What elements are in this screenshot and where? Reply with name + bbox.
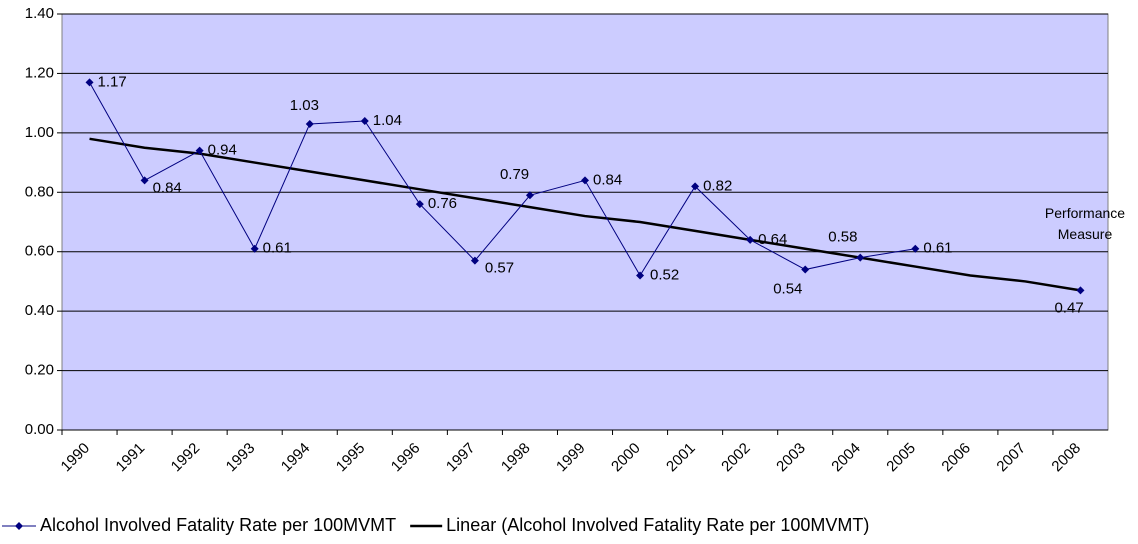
data-label: 0.47: [1054, 299, 1083, 316]
y-tick-label: 0.40: [25, 302, 54, 319]
point: [360, 116, 369, 125]
legend-marker: [15, 522, 23, 530]
data-label: 1.17: [98, 73, 127, 90]
y-tick-label: 1.40: [25, 5, 54, 22]
data-label: 0.94: [208, 142, 237, 159]
x-tick-label: 1998: [498, 440, 534, 476]
data-label: 0.84: [153, 179, 182, 196]
point: [415, 200, 424, 209]
data-label: 0.54: [773, 281, 802, 298]
point: [140, 176, 149, 185]
point: [85, 78, 94, 87]
legend-label: Linear (Alcohol Involved Fatality Rate p…: [446, 515, 869, 535]
point: [195, 146, 204, 155]
point: [581, 176, 589, 185]
x-tick-label: 2008: [1048, 440, 1084, 476]
series-line: [89, 137, 1081, 292]
x-tick-label: 1991: [113, 440, 149, 476]
x-tick-label: 2000: [608, 440, 644, 476]
x-tick-label: 1990: [58, 440, 94, 476]
y-tick-label: 0.20: [25, 362, 54, 379]
x-tick-label: 2001: [663, 440, 699, 476]
y-tick-label: 1.20: [25, 64, 54, 81]
point: [911, 244, 920, 253]
data-label: 0.61: [923, 240, 952, 257]
point: [250, 244, 259, 253]
point: [801, 265, 810, 274]
x-tick-label: 2002: [718, 440, 754, 476]
data-label: 1.04: [373, 112, 402, 129]
y-tick-label: 0.00: [25, 421, 54, 438]
point: [636, 271, 645, 280]
data-label: 0.64: [758, 231, 787, 248]
x-tick-label: 2006: [938, 440, 974, 476]
plot-area: [61, 13, 1109, 431]
x-tick-label: 1992: [168, 440, 204, 476]
legend-label: Alcohol Involved Fatality Rate per 100MV…: [40, 515, 396, 535]
x-tick-label: 2004: [828, 440, 864, 476]
point: [470, 256, 479, 265]
x-tick-label: 2003: [773, 440, 809, 476]
annotation: Performance Measure: [1044, 205, 1126, 242]
y-tick-label: 1.00: [25, 124, 54, 141]
data-label: 0.58: [828, 229, 857, 246]
x-tick-label: 1995: [333, 440, 369, 476]
point: [691, 182, 700, 191]
data-label: 0.82: [703, 177, 732, 194]
x-tick-label: 1999: [553, 440, 589, 476]
x-tick-label: 1994: [278, 440, 314, 476]
x-tick-label: 2005: [883, 440, 919, 476]
data-label: 0.61: [263, 240, 292, 257]
x-tick-label: 1996: [388, 440, 424, 476]
point: [1076, 286, 1085, 295]
data-label: 0.52: [650, 266, 679, 283]
data-label: 0.57: [485, 260, 514, 277]
point: [856, 253, 865, 262]
data-label: 0.79: [500, 166, 529, 183]
data-label: 0.84: [593, 171, 622, 188]
point: [305, 119, 314, 128]
data-label: 1.03: [290, 97, 319, 114]
x-tick-label: 1993: [223, 440, 259, 476]
data-label: 0.76: [428, 195, 457, 212]
y-tick-label: 0.60: [25, 243, 54, 260]
y-tick-label: 0.80: [25, 183, 54, 200]
series-line: [89, 82, 916, 277]
x-tick-label: 1997: [443, 440, 479, 476]
x-tick-label: 2007: [993, 440, 1029, 476]
point: [746, 235, 755, 244]
point: [525, 191, 534, 200]
